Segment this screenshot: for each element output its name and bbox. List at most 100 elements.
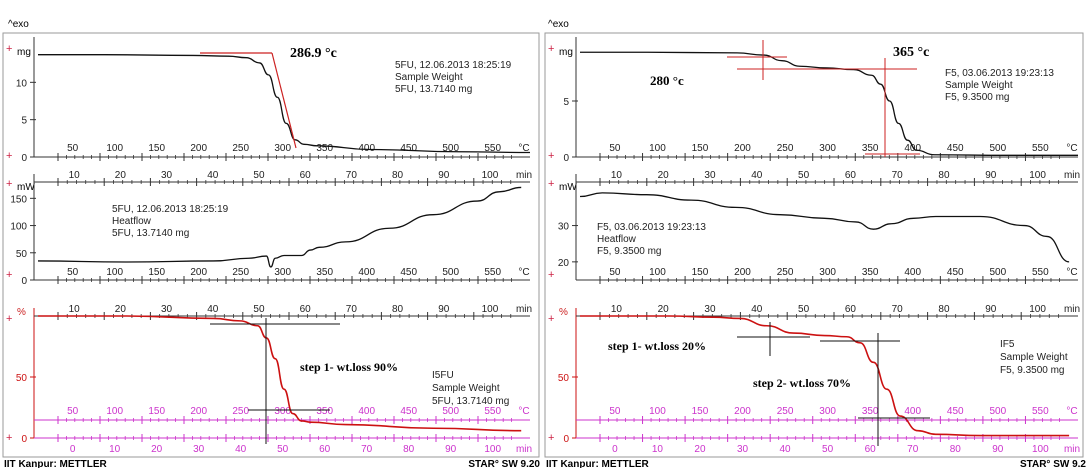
- plot5-xtime-tick-label: 50: [798, 170, 810, 181]
- range-marker: +: [6, 432, 12, 444]
- plot3-xtime-tick-label: 50: [253, 304, 265, 315]
- plot6-legend-line3: F5, 9.3500 mg: [1000, 365, 1064, 376]
- plot1-ytick-label: 5: [21, 116, 27, 127]
- plot6-xtemp-tick-label: 550: [1032, 406, 1049, 417]
- plot6-xbottom-tick-label: 40: [780, 444, 792, 455]
- plot3-xbottom-tick-label: 100: [484, 444, 501, 455]
- plot3-xtime-tick-label: 80: [392, 304, 404, 315]
- plot5-xtime-tick-label: 60: [845, 170, 857, 181]
- plot6-ylabel: %: [559, 307, 568, 318]
- plot5-xtemp-tick-label: 50: [609, 267, 621, 278]
- plot5-legend-line3: F5, 9.3500 mg: [597, 246, 661, 257]
- plot1-x-tick-label: 550: [484, 143, 501, 154]
- plot3-xtime-tick-label: 40: [207, 304, 219, 315]
- plot3-xbottom-tick-label: 20: [151, 444, 163, 455]
- plot5-ytick-label: 20: [558, 258, 570, 269]
- plot1-ytick-label: 0: [21, 153, 27, 164]
- plot2-series-line: [37, 186, 522, 268]
- plot5-legend-line1: F5, 03.06.2013 19:23:13: [597, 222, 706, 233]
- plot5-xtemp-tick-label: 250: [777, 267, 794, 278]
- plot6-xtime-tick-label: 60: [845, 304, 857, 315]
- plot3-xtemp-tick-label: 250: [232, 406, 249, 417]
- plot5-legend-line2: Heatflow: [597, 234, 637, 245]
- plot3-xbottom-tick-label: 10: [109, 444, 121, 455]
- plot5-xtime-unit: min: [1064, 170, 1080, 181]
- plot3-xtime-unit: min: [516, 304, 532, 315]
- range-marker: +: [548, 178, 554, 190]
- plot4-x-tick-label: 250: [777, 143, 794, 154]
- plot5-xtime-tick-label: 20: [658, 170, 670, 181]
- plot2-ytick-label: 100: [10, 222, 27, 233]
- plot4-x-unit: °C: [1066, 143, 1077, 154]
- plot5-xtime-tick-label: 10: [611, 170, 623, 181]
- plot2-xtemp-tick-label: 150: [148, 267, 165, 278]
- plot6-xtime-tick-label: 10: [611, 304, 623, 315]
- plot6-xbottom-unit: min: [1064, 444, 1080, 455]
- plot6-legend-line2: Sample Weight: [1000, 352, 1068, 363]
- plot2-xtime-tick-label: 50: [253, 170, 265, 181]
- plot3-ylabel: %: [17, 307, 26, 318]
- range-marker: +: [6, 178, 12, 190]
- plot2-legend: 5FU, 12.06.2013 18:25:19 Heatflow 5FU, 1…: [112, 204, 229, 239]
- plot5-xtemp-tick-label: 450: [947, 267, 964, 278]
- plot5-xtemp-tick-label: 300: [819, 267, 836, 278]
- range-marker: +: [6, 269, 12, 281]
- plot3-xtemp-tick-label: 350: [316, 406, 333, 417]
- plot3-xbottom-tick-label: 80: [403, 444, 415, 455]
- plot3-xtime-tick-label: 60: [300, 304, 312, 315]
- plot3-xtime-tick-label: 100: [482, 304, 499, 315]
- plot4-x-tick-label: 150: [692, 143, 709, 154]
- plot1-series-line: [37, 54, 531, 154]
- plot5-xtemp-tick-label: 400: [904, 267, 921, 278]
- plot3-xbottom-tick-label: 50: [277, 444, 289, 455]
- plot2-legend-line3: 5FU, 13.7140 mg: [112, 228, 189, 239]
- right-panel-frame: [544, 32, 1084, 458]
- plot2-xtemp-tick-label: 100: [106, 267, 123, 278]
- plot5-xtime-tick-label: 30: [704, 170, 716, 181]
- plot3-legend-line2: Sample Weight: [432, 383, 500, 394]
- plot3-xtime-tick-label: 30: [161, 304, 173, 315]
- plot4-x-tick-label: 200: [734, 143, 751, 154]
- plot2-xtime-tick-label: 30: [161, 170, 173, 181]
- plot6-xtime-tick-label: 100: [1029, 304, 1046, 315]
- plot4-x-tick-label: 500: [989, 143, 1006, 154]
- plot5-xtemp-tick-label: 500: [989, 267, 1006, 278]
- plot2-xtime-tick-label: 20: [115, 170, 127, 181]
- left-footer-lab: IIT Kanpur: METTLER: [4, 459, 108, 468]
- plot4-x-tick-label: 400: [904, 143, 921, 154]
- plot4-ytick-label: 0: [563, 153, 569, 164]
- plot6-xtemp-unit: °C: [1066, 406, 1077, 417]
- plot6-step1-annotation: step 1- wt.loss 20%: [608, 339, 706, 353]
- plot6-ytick-label: 0: [563, 434, 569, 445]
- plot4-legend-line2: Sample Weight: [945, 80, 1013, 91]
- plot2-legend-line1: 5FU, 12.06.2013 18:25:19: [112, 204, 229, 215]
- left-footer-software: STAR° SW 9.20: [468, 459, 540, 468]
- plot6-xtime-unit: min: [1064, 304, 1080, 315]
- plot2-xtemp-tick-label: 550: [484, 267, 501, 278]
- plot3-xtemp-tick-label: 500: [442, 406, 459, 417]
- plot3-xtime-tick-label: 90: [438, 304, 450, 315]
- plot3-xtemp-tick-label: 550: [484, 406, 501, 417]
- plot6-xtemp-tick-label: 500: [989, 406, 1006, 417]
- plot6-xtemp-tick-label: 450: [947, 406, 964, 417]
- range-marker: +: [548, 432, 554, 444]
- plot3-legend: I5FU Sample Weight 5FU, 13.7140 mg: [432, 370, 509, 407]
- right-footer-lab: IIT Kanpur: METTLER: [546, 459, 650, 468]
- plot5-xtemp-tick-label: 100: [649, 267, 666, 278]
- plot2-ylabel: mW: [17, 182, 35, 193]
- plot6-xtemp-tick-label: 50: [609, 406, 621, 417]
- plot3-xtemp-tick-label: 150: [148, 406, 165, 417]
- plot6-xbottom-tick-label: 50: [822, 444, 834, 455]
- plot1-ylabel: mg: [17, 47, 31, 58]
- plot2-xtime-tick-label: 60: [300, 170, 312, 181]
- plot3-xtemp-tick-label: 100: [106, 406, 123, 417]
- plot6-xbottom-tick-label: 70: [907, 444, 919, 455]
- plot1-legend: 5FU, 12.06.2013 18:25:19 Sample Weight 5…: [395, 60, 512, 95]
- plot6-xbottom-tick-label: 0: [612, 444, 618, 455]
- plot1-legend-line1: 5FU, 12.06.2013 18:25:19: [395, 60, 512, 71]
- plot4-legend: F5, 03.06.2013 19:23:13 Sample Weight F5…: [945, 68, 1054, 103]
- plot4-ylabel: mg: [559, 47, 573, 58]
- plot5-xtime-tick-label: 40: [751, 170, 763, 181]
- plot2-xtime-tick-label: 70: [346, 170, 358, 181]
